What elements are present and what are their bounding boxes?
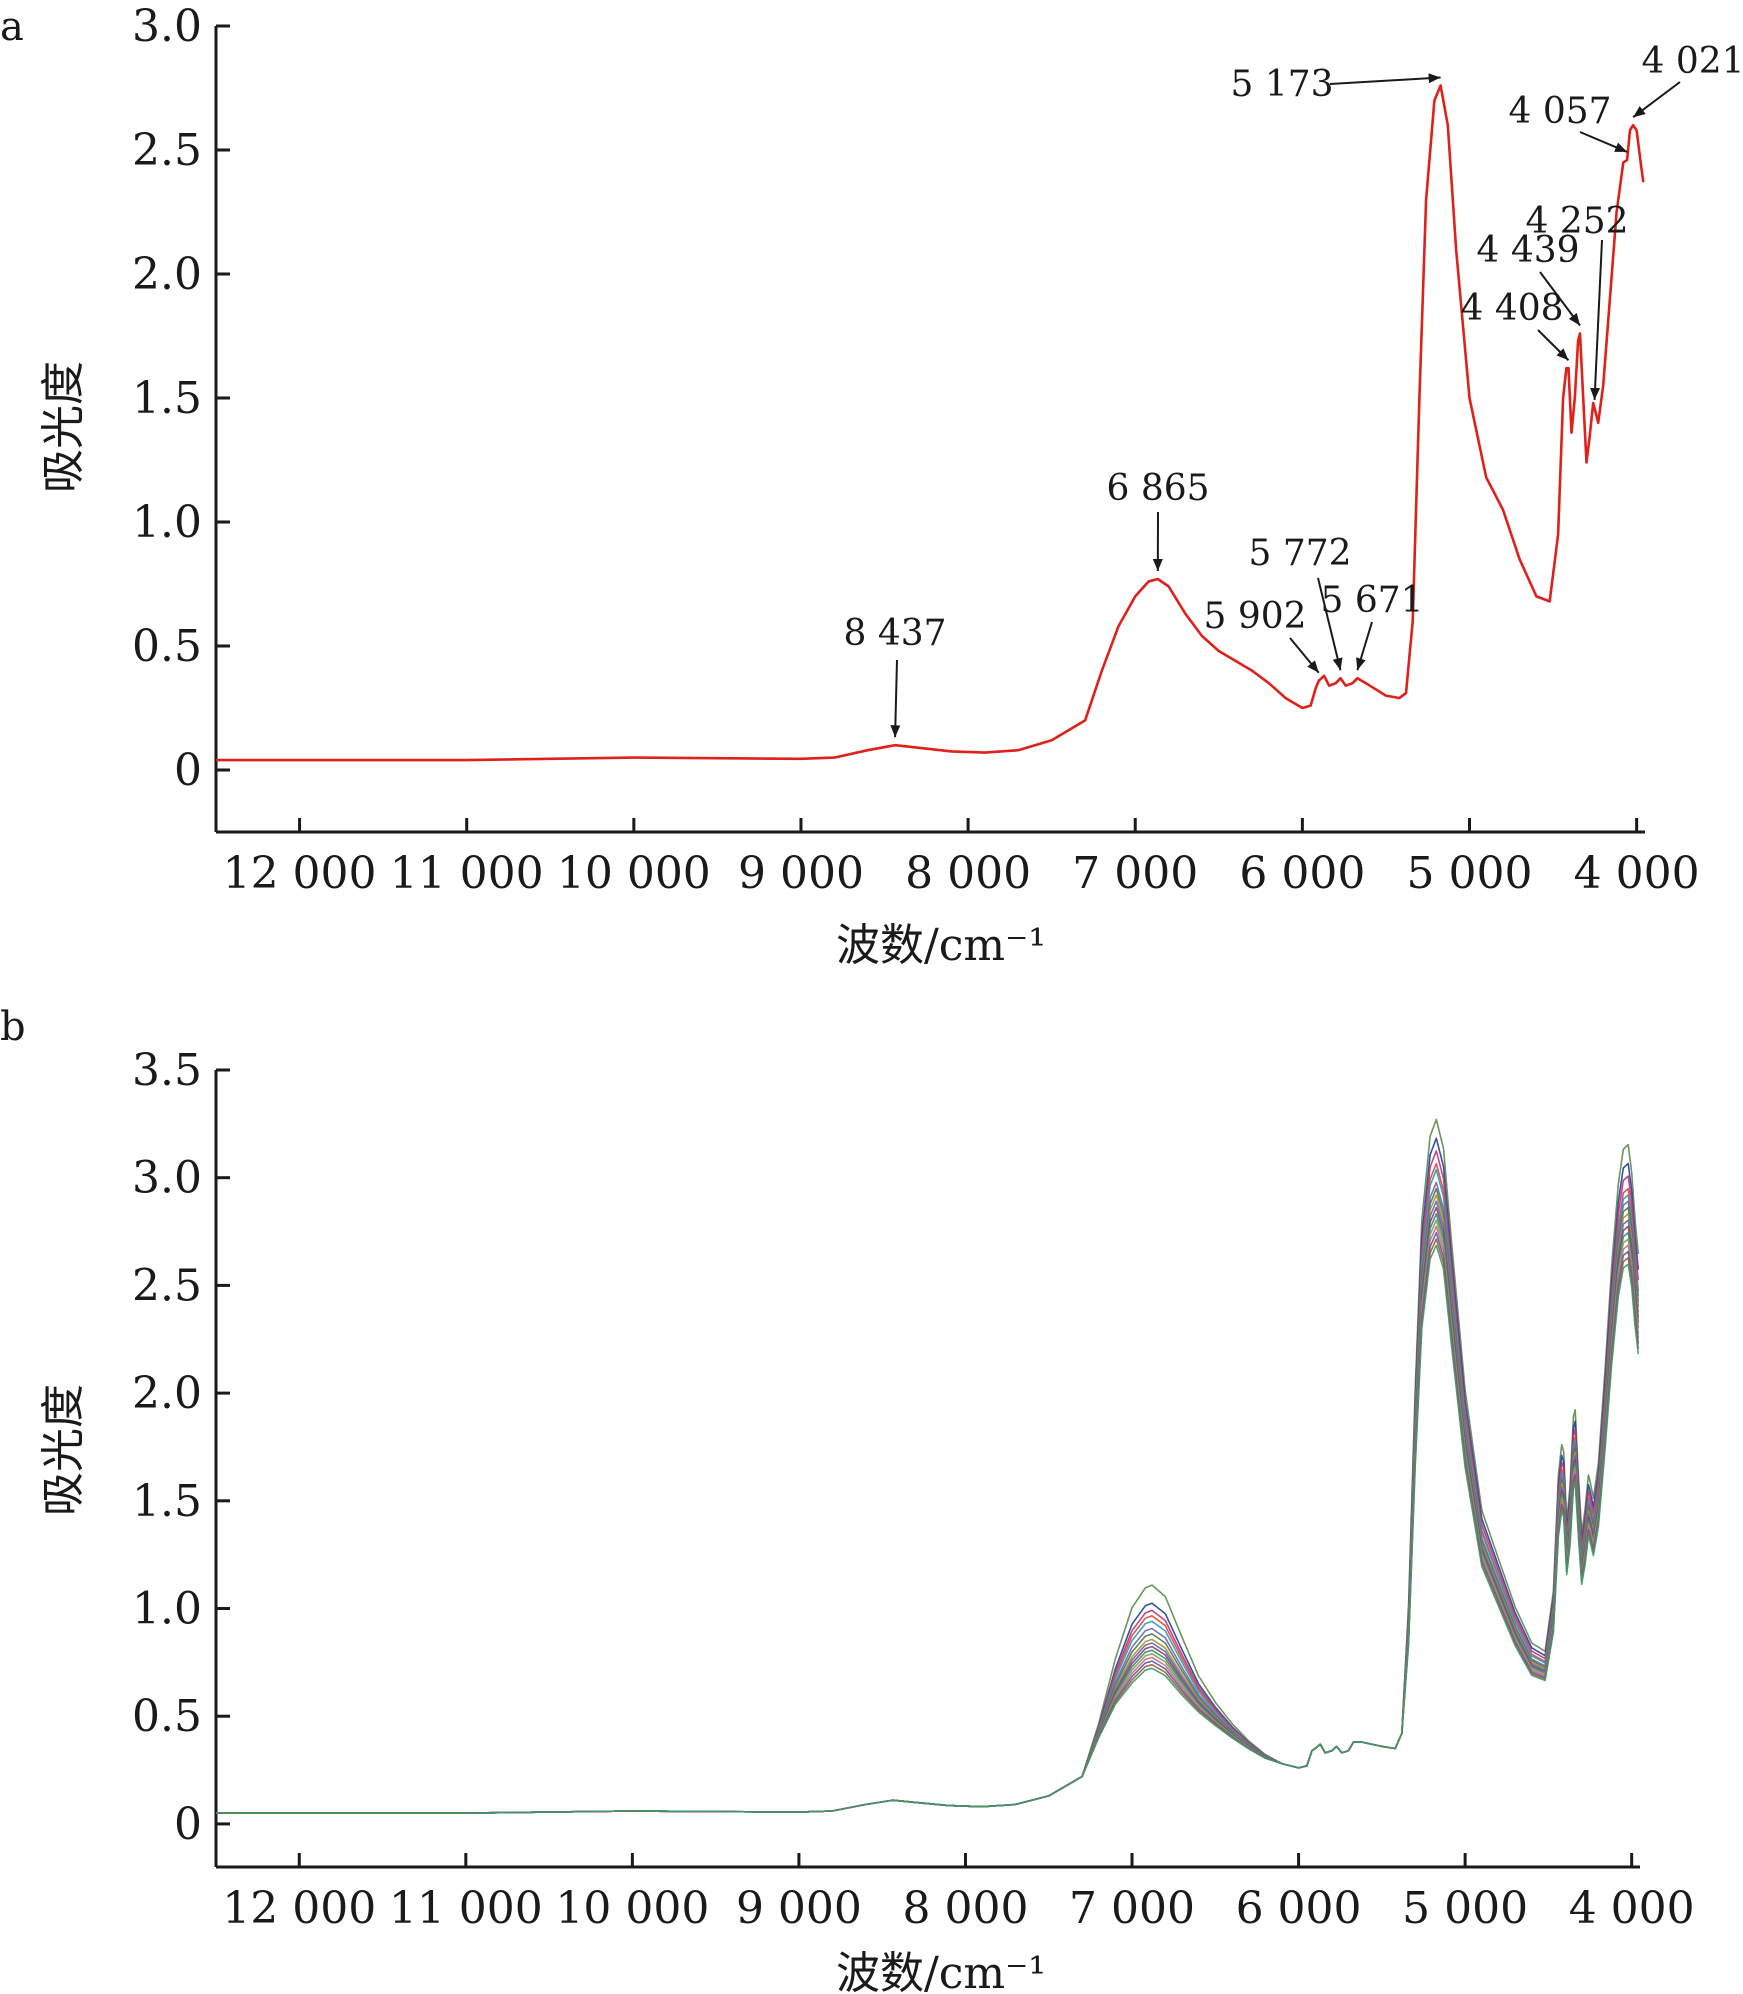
annotation-label: 5 173 [1230,64,1333,105]
annotation-label: 4 057 [1508,91,1611,132]
x-tick-label: 9 000 [736,1883,862,1934]
y-tick-label: 0 [174,745,202,796]
annotation-arrow [890,659,901,738]
x-tick-label: 12 000 [223,848,377,899]
x-tick-label: 11 000 [389,1883,543,1934]
annotation-label: 8 437 [843,613,946,654]
spectrum-line [216,1231,1640,1814]
annotation-arrow [1579,131,1628,153]
spectrum-line [216,1225,1640,1814]
y-tick-label: 0.5 [132,1691,202,1742]
axes-a [214,26,1645,834]
x-tick-label: 10 000 [557,848,711,899]
annotations-a: 8 437 6 865 5 902 5 772 5 671 5 173 4 408 4 439… [843,41,1743,738]
spectrum-line [216,1238,1640,1814]
y-tick-label: 0.5 [132,621,202,672]
annotation-arrow [1289,637,1320,674]
x-axis-label-b: 波数/cm⁻¹ [836,1948,1046,1994]
y-tick-label: 0 [174,1799,202,1850]
panel-label-a: a [0,4,24,50]
y-ticks-a: 0 0.5 1.0 1.5 2.0 2.5 3.0 [132,1,230,796]
annotation-arrow [1537,329,1570,361]
x-tick-label: 9 000 [738,848,864,899]
x-tick-label: 5 000 [1402,1883,1528,1934]
x-tick-label: 6 000 [1236,1883,1362,1934]
annotation-arrow [1539,271,1581,327]
y-tick-label: 2.5 [132,125,202,176]
x-tick-label: 7 000 [1072,848,1198,899]
annotation-label: 5 671 [1320,580,1423,621]
spectrum-line [216,1219,1640,1814]
annotation-arrow [1632,81,1681,118]
x-tick-label: 8 000 [902,1883,1028,1934]
x-ticks-a: 12 000 11 000 10 000 9 000 8 000 7 000 6 000 5 … [223,818,1700,899]
spectrum-line [216,84,1645,762]
x-tick-label: 6 000 [1239,848,1365,899]
annotation-label: 4 021 [1641,41,1743,82]
x-tick-label: 12 000 [222,1883,376,1934]
series-group-b [216,1118,1640,1814]
y-tick-label: 2.0 [132,1368,202,1419]
annotation-label: 5 772 [1248,533,1351,574]
panel-label-b: b [0,1004,26,1050]
y-tick-label: 1.5 [132,1476,202,1527]
y-tick-label: 1.0 [132,497,202,548]
panel-a: a 12 000 11 000 10 000 9 000 8 000 7 000 6 000… [0,1,1743,971]
x-axis-label-a: 波数/cm⁻¹ [836,920,1046,971]
annotation-label: 4 439 [1476,230,1579,271]
annotation-arrow [1317,577,1343,671]
x-tick-label: 4 000 [1574,848,1700,899]
y-tick-label: 3.5 [132,1045,202,1096]
y-tick-label: 2.0 [132,249,202,300]
axes-b [214,1070,1640,1869]
series-group-a [216,84,1645,762]
annotation-label: 4 408 [1460,288,1563,329]
y-tick-label: 3.0 [132,1153,202,1204]
annotation-label: 4 252 [1525,201,1628,242]
x-tick-label: 11 000 [390,848,544,899]
y-ticks-b: 0 0.5 1.0 1.5 2.0 2.5 3.0 3.5 [132,1045,230,1850]
y-axis-label-a: 吸光度 [38,361,89,493]
annotation-arrow [1356,621,1373,671]
x-tick-label: 8 000 [905,848,1031,899]
x-tick-label: 10 000 [555,1883,709,1934]
annotation-arrow [1590,239,1603,400]
y-tick-label: 1.5 [132,373,202,424]
x-tick-label: 5 000 [1407,848,1533,899]
x-tick-label: 4 000 [1569,1883,1695,1934]
y-tick-label: 1.0 [132,1584,202,1635]
panel-b: b 12 000 11 000 10 000 9 000 8 000 7 000 6 000… [0,1004,1695,1994]
y-tick-label: 3.0 [132,1,202,52]
y-tick-label: 2.5 [132,1260,202,1311]
annotation-label: 6 865 [1106,468,1209,509]
x-ticks-b: 12 000 11 000 10 000 9 000 8 000 7 000 6 000 5 … [222,1853,1695,1934]
spectrum-line [216,1244,1640,1814]
annotation-label: 5 902 [1203,596,1306,637]
x-tick-label: 7 000 [1069,1883,1195,1934]
y-axis-label-b: 吸光度 [38,1384,89,1516]
annotation-arrow [1329,73,1441,85]
